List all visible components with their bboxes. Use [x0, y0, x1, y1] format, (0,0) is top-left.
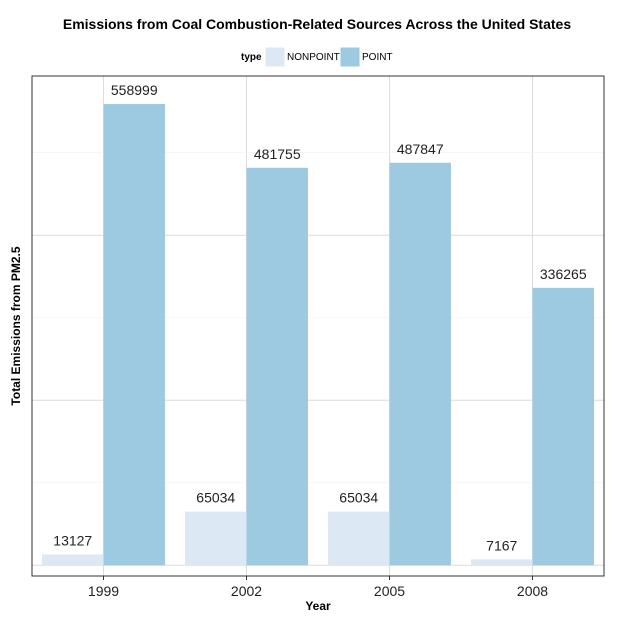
x-tick-label-2008: 2008 [517, 583, 548, 599]
chart-title: Emissions from Coal Combustion-Related S… [63, 16, 571, 32]
bar-labels: 13127 558999 65034 481755 65034 487847 7167 336… [53, 82, 587, 553]
legend-label-nonpoint: NONPOINT [287, 52, 340, 63]
x-tick-label-2005: 2005 [374, 583, 405, 599]
data-label-point-2005: 487847 [397, 141, 444, 157]
legend-swatch-nonpoint [264, 46, 286, 68]
plot-border [31, 75, 605, 577]
x-axis-title: Year [305, 599, 331, 613]
bar-nonpoint-1999 [42, 554, 104, 566]
data-label-nonpoint-2008: 7167 [486, 537, 517, 553]
bar-nonpoint-2002 [185, 511, 247, 566]
data-label-point-1999: 558999 [111, 82, 158, 98]
legend-swatch-point [339, 46, 361, 68]
data-label-point-2008: 336265 [540, 266, 587, 282]
x-tick-label-2002: 2002 [231, 583, 262, 599]
bar-nonpoint-2005 [328, 511, 390, 566]
x-axis: 1999 2002 2005 2008 [88, 576, 548, 599]
legend-title: type [241, 52, 262, 63]
data-label-nonpoint-2005: 65034 [339, 490, 378, 506]
bar-point-2008 [532, 287, 594, 566]
bar-point-2005 [389, 162, 451, 566]
bar-point-1999 [103, 104, 165, 566]
bar-nonpoint-2008 [471, 559, 533, 566]
y-axis-title: Total Emissions from PM2.5 [9, 246, 23, 405]
bar-point-2002 [246, 167, 308, 566]
bars [42, 104, 594, 566]
data-label-nonpoint-2002: 65034 [196, 490, 235, 506]
legend-label-point: POINT [362, 52, 393, 63]
data-label-point-2002: 481755 [254, 146, 301, 162]
legend: type NONPOINT POINT [241, 46, 393, 68]
plot-area: 13127 558999 65034 481755 65034 487847 7167 336… [31, 75, 605, 577]
data-label-nonpoint-1999: 13127 [53, 532, 92, 548]
x-tick-label-1999: 1999 [88, 583, 119, 599]
